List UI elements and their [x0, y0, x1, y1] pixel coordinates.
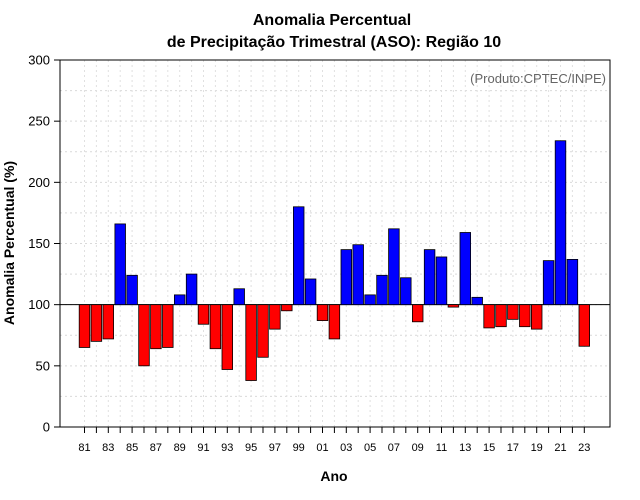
bar-90: [185, 273, 198, 306]
bar-82: [90, 304, 103, 342]
bar-96: [257, 304, 269, 358]
bar-17: [507, 304, 519, 320]
x-tick-label: 23: [578, 442, 590, 454]
bar-81: [78, 304, 91, 348]
bar-18: [519, 304, 531, 328]
bar-89: [173, 294, 186, 306]
bar-21: [554, 140, 567, 306]
bar-22: [566, 259, 579, 306]
x-tick-label: 11: [436, 442, 447, 454]
bar-05: [364, 294, 376, 306]
x-tick-label: 87: [150, 442, 162, 454]
bar-15: [483, 304, 495, 329]
x-tick-label: 13: [459, 442, 471, 454]
bar-03: [340, 249, 353, 306]
bars: [78, 140, 591, 381]
bar-94: [233, 288, 245, 306]
bar-04: [352, 244, 364, 306]
bar-07: [388, 228, 400, 306]
bar-11: [435, 256, 448, 306]
bar-01: [316, 304, 329, 321]
bar-97: [269, 304, 281, 330]
y-tick-label: 0: [43, 420, 50, 435]
bar-84: [114, 223, 126, 306]
bar-99: [292, 206, 305, 306]
x-tick-label: 15: [483, 442, 495, 454]
bar-83: [102, 304, 115, 340]
x-tick-label: 17: [507, 442, 519, 454]
bar-02: [328, 304, 341, 340]
bar-00: [304, 278, 317, 306]
x-tick-label: 03: [340, 442, 352, 454]
bar-23: [578, 304, 591, 347]
bar-08: [400, 277, 412, 306]
x-tick-label: 05: [364, 442, 376, 454]
bar-92: [209, 304, 222, 350]
bar-09: [411, 304, 424, 323]
x-tick-label: 97: [269, 442, 281, 454]
bar-91: [197, 304, 210, 325]
credit-text: (Produto:CPTEC/INPE): [470, 71, 606, 86]
x-tick-label: 99: [293, 442, 305, 454]
y-tick-label: 50: [36, 358, 50, 373]
bar-20: [542, 260, 555, 306]
bar-19: [531, 304, 543, 330]
bar-93: [221, 304, 234, 370]
x-tick-label: 21: [554, 442, 566, 454]
bar-98: [281, 304, 293, 312]
bar-13: [459, 232, 472, 306]
bar-14: [471, 296, 483, 306]
x-tick-label: 81: [78, 442, 90, 454]
bar-85: [126, 274, 138, 306]
bar-10: [423, 249, 436, 306]
x-tick-label: 93: [221, 442, 233, 454]
x-tick-label: 19: [531, 442, 543, 454]
x-tick-label: 95: [245, 442, 257, 454]
y-tick-label: 200: [28, 175, 50, 190]
bar-88: [162, 304, 174, 348]
y-tick-label: 250: [28, 114, 50, 129]
bar-06: [376, 274, 388, 306]
bar-86: [138, 304, 150, 367]
x-tick-label: 89: [174, 442, 186, 454]
x-axis: 81 83 85 87 89 91 93 95 97 99 01 03 05 07 09 11 13 15 17 19…: [78, 427, 590, 454]
x-tick-label: 07: [388, 442, 400, 454]
chart-title-line2: de Precipitação Trimestral (ASO): Região…: [167, 34, 501, 51]
y-tick-label: 100: [28, 297, 50, 312]
x-tick-label: 85: [126, 442, 138, 454]
bar-16: [495, 304, 507, 328]
x-tick-label: 83: [102, 442, 114, 454]
x-tick-label: 91: [197, 442, 209, 454]
bar-95: [245, 304, 257, 381]
y-axis-label: Anomalia Percentual (%): [1, 161, 17, 325]
x-tick-label: 01: [316, 442, 328, 454]
x-tick-label: 09: [412, 442, 424, 454]
y-axis: 0 50 100 150 200 250 300: [28, 53, 60, 435]
grid: [60, 60, 610, 427]
bar-87: [150, 304, 162, 350]
y-tick-label: 150: [28, 236, 50, 251]
bar-12: [447, 304, 460, 308]
x-axis-label: Ano: [320, 468, 347, 484]
y-tick-label: 300: [28, 53, 50, 68]
chart-title-line1: Anomalia Percentual: [253, 12, 411, 29]
